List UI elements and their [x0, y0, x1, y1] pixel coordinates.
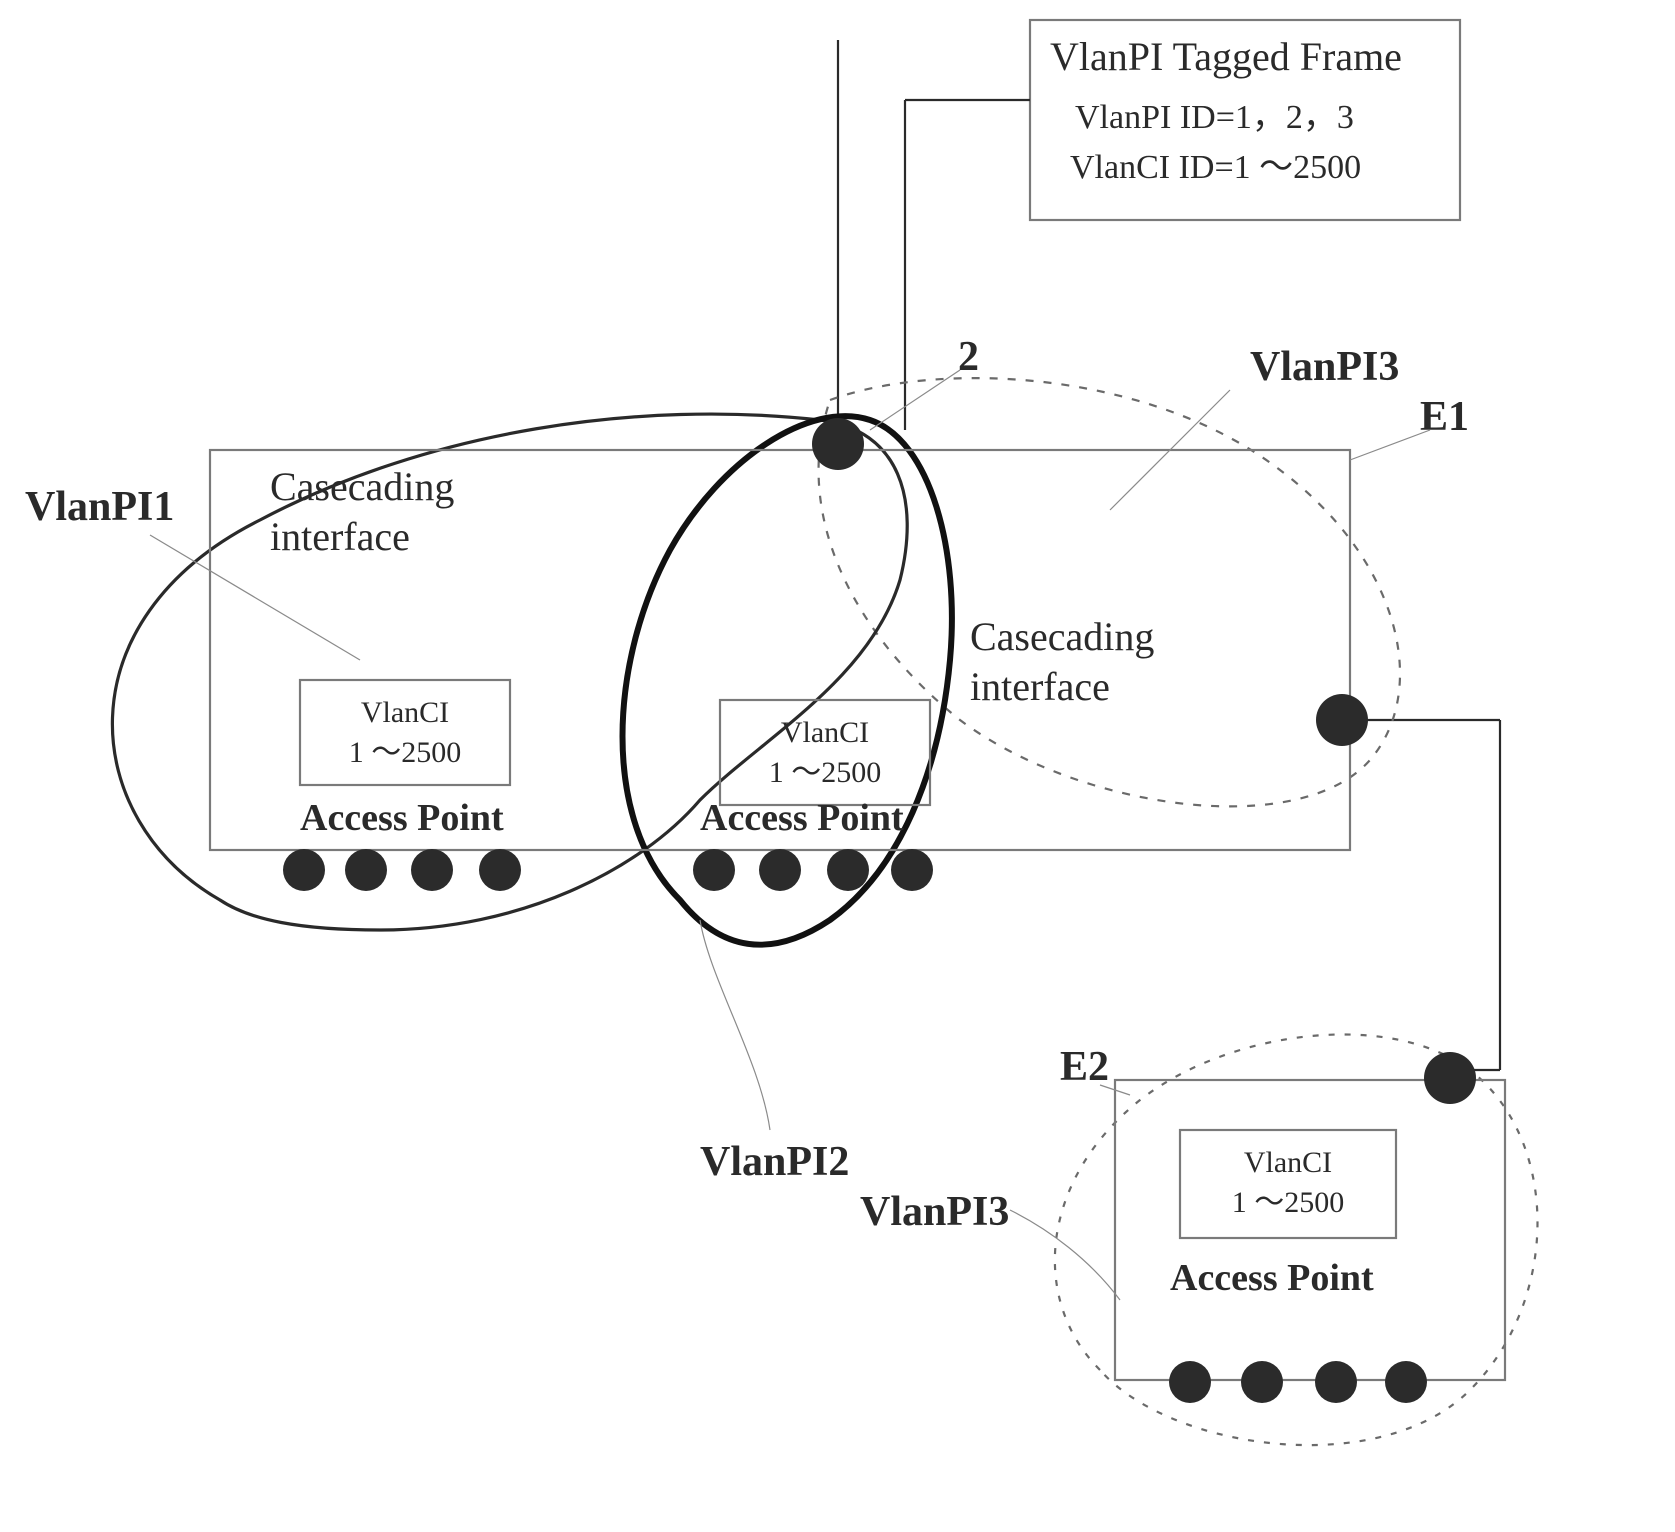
e1-ap-dot-1-3 — [891, 849, 933, 891]
e2-ap-dot-3 — [1385, 1361, 1427, 1403]
label-vlanpi1: VlanPI1 — [25, 484, 174, 530]
leader-two — [870, 370, 960, 430]
e1-ap-dot-1-0 — [693, 849, 735, 891]
e1-access-point-label-0: Access Point — [300, 797, 504, 839]
e2-ap-dot-0 — [1169, 1361, 1211, 1403]
tagged-frame-line2: VlanCI ID=1 ～2500 — [1070, 149, 1361, 186]
label-e1: E1 — [1420, 394, 1469, 440]
e2-vlanci-title: VlanCI — [1244, 1146, 1332, 1179]
e1-vlanci-title-0: VlanCI — [361, 696, 449, 729]
e1-cascade-label-b2: interface — [970, 664, 1110, 709]
label-vlanpi3-top: VlanPI3 — [1250, 344, 1399, 390]
tagged-frame-title: VlanPI Tagged Frame — [1050, 34, 1402, 79]
e2-ap-dot-1 — [1241, 1361, 1283, 1403]
e1-vlanci-range-0: 1 ～2500 — [349, 736, 462, 769]
e1-cascade-right-dot — [1316, 694, 1368, 746]
e1-cascade-label-a2: interface — [270, 514, 410, 559]
e1-ap-dot-1-1 — [759, 849, 801, 891]
e2-ap-dot-2 — [1315, 1361, 1357, 1403]
e1-ap-dot-0-3 — [479, 849, 521, 891]
e1-cascade-label-a1: Casecading — [270, 464, 454, 509]
label-vlanpi3-bot: VlanPI3 — [860, 1189, 1009, 1235]
e1-ap-dot-1-2 — [827, 849, 869, 891]
leader-e1 — [1350, 430, 1430, 460]
e2-vlanci-range: 1 ～2500 — [1232, 1186, 1345, 1219]
e1-vlanci-title-1: VlanCI — [781, 716, 869, 749]
e1-vlanci-range-1: 1 ～2500 — [769, 756, 882, 789]
label-vlanpi2: VlanPI2 — [700, 1139, 849, 1185]
leader-vlanpi2 — [700, 920, 770, 1130]
label-e2: E2 — [1060, 1044, 1109, 1090]
e2-access-point-label: Access Point — [1170, 1257, 1374, 1299]
e2-cascade-top-dot — [1424, 1052, 1476, 1104]
e1-access-point-label-1: Access Point — [700, 797, 904, 839]
leader-vlanpi3-bot — [1010, 1210, 1120, 1300]
e1-ap-dot-0-2 — [411, 849, 453, 891]
label-two: 2 — [958, 334, 979, 380]
e1-cascade-top-dot — [812, 418, 864, 470]
e1-ap-dot-0-0 — [283, 849, 325, 891]
e1-ap-dot-0-1 — [345, 849, 387, 891]
e1-cascade-label-b1: Casecading — [970, 614, 1154, 659]
tagged-frame-line1: VlanPI ID=1，2，3 — [1075, 99, 1354, 136]
